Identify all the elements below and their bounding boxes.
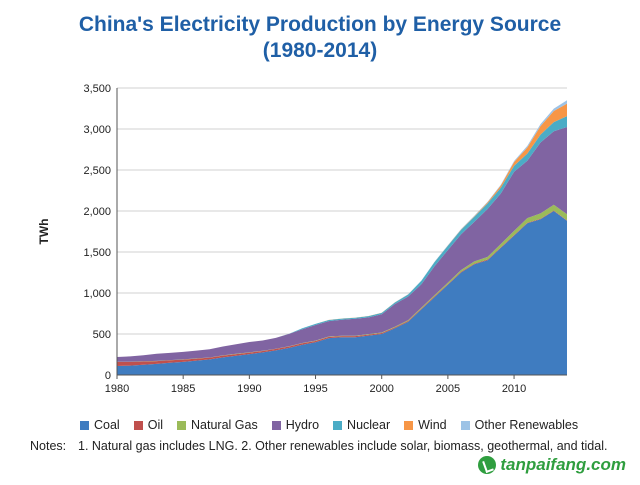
legend-label: Hydro <box>285 418 320 432</box>
chart-title-line2: (1980-2014) <box>262 39 378 62</box>
x-tick-label: 1990 <box>237 383 261 395</box>
legend-swatch <box>271 420 281 430</box>
area-hydro <box>117 127 567 362</box>
legend-swatch <box>333 420 343 430</box>
legend-label: Wind <box>418 418 447 432</box>
y-tick-label: 1,000 <box>83 288 111 300</box>
legend-label: Coal <box>94 418 120 432</box>
chart-title-line1: China's Electricity Production by Energy… <box>78 13 562 36</box>
legend-item-nuclear: Nuclear <box>333 418 390 432</box>
legend-label: Other Renewables <box>474 418 579 432</box>
legend-label: Nuclear <box>347 418 391 432</box>
y-tick-label: 0 <box>105 370 111 382</box>
legend-item-coal: Coal <box>80 418 120 432</box>
chart-title: China's Electricity Production by Energy… <box>0 12 640 64</box>
x-tick-label: 2005 <box>436 383 460 395</box>
legend-item-other-renewables: Other Renewables <box>460 418 579 432</box>
x-tick-label: 1985 <box>171 383 195 395</box>
legend-item-natural-gas: Natural Gas <box>177 418 258 432</box>
legend-swatch <box>404 420 414 430</box>
x-tick-label: 2000 <box>369 383 393 395</box>
legend-item-wind: Wind <box>404 418 447 432</box>
legend-label: Oil <box>147 418 163 432</box>
area-coal <box>117 211 567 375</box>
watermark-logo: tanpaifang.com <box>478 455 626 475</box>
chart-legend: Coal Oil Natural Gas Hydro Nuclear Wind Other … <box>80 418 592 432</box>
x-tick-label: 1980 <box>105 383 129 395</box>
y-tick-label: 500 <box>93 329 111 341</box>
watermark-text: tanpaifang.com <box>500 455 626 474</box>
y-tick-label: 3,000 <box>83 124 111 136</box>
y-tick-label: 2,500 <box>83 165 111 177</box>
legend-item-oil: Oil <box>133 418 163 432</box>
notes-text: 1. Natural gas includes LNG. 2. Other re… <box>78 439 608 453</box>
legend-swatch <box>80 420 89 430</box>
x-tick-label: 1995 <box>303 383 327 395</box>
y-axis-label: TWh <box>37 219 51 245</box>
notes-label: Notes: <box>30 439 67 453</box>
y-tick-label: 1,500 <box>83 247 111 259</box>
leaf-logo-icon <box>478 456 497 474</box>
stacked-area-chart: 0 500 1,000 1,500 2,000 2,500 3,000 3,500 1980 19… <box>37 83 567 395</box>
y-tick-label: 3,500 <box>83 83 111 95</box>
notes: Notes: 1. Natural gas includes LNG. 2. O… <box>30 438 630 455</box>
legend-swatch <box>460 420 470 430</box>
y-tick-label: 2,000 <box>83 206 111 218</box>
legend-label: Natural Gas <box>191 418 258 432</box>
x-tick-label: 2010 <box>502 383 526 395</box>
legend-swatch <box>177 420 186 430</box>
legend-swatch <box>133 420 143 430</box>
legend-item-hydro: Hydro <box>271 418 320 432</box>
